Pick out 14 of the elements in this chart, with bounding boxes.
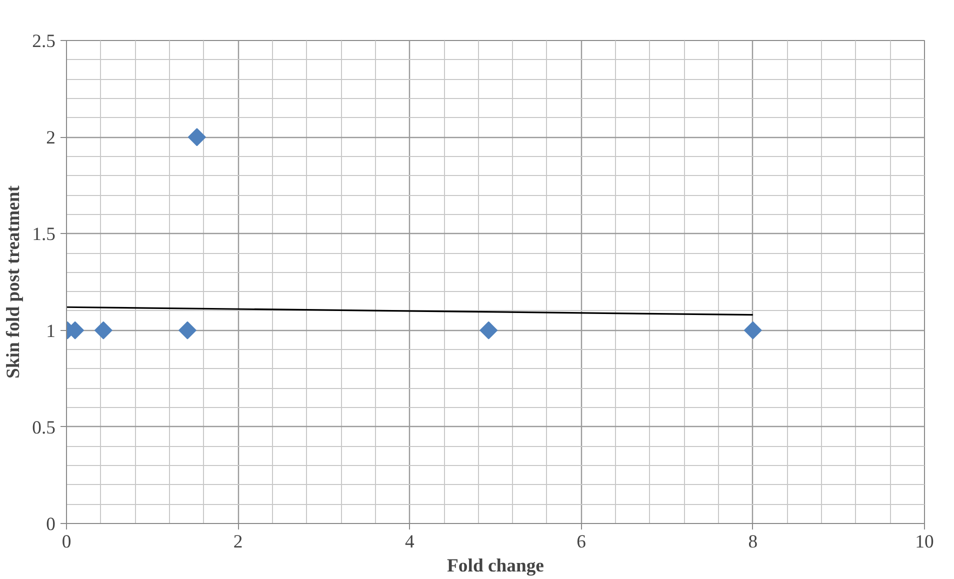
y-tick-label: 2 <box>46 128 56 149</box>
y-axis-title: Skin fold post treatment <box>3 184 24 378</box>
y-tick-label: 2.5 <box>32 31 56 52</box>
x-tick-label: 2 <box>233 532 243 552</box>
x-axis-title: Fold change <box>447 556 544 576</box>
x-tick-label: 6 <box>576 532 586 552</box>
x-tick-label: 4 <box>405 532 416 552</box>
y-tick-label: 1 <box>46 320 56 342</box>
y-tick-label: 0 <box>46 514 56 535</box>
y-tick-label: 1.5 <box>32 224 56 246</box>
x-tick-label: 0 <box>62 532 72 552</box>
x-tick-label: 10 <box>915 532 934 552</box>
y-tick-label: 0.5 <box>32 417 56 438</box>
x-tick-label: 8 <box>748 532 758 552</box>
